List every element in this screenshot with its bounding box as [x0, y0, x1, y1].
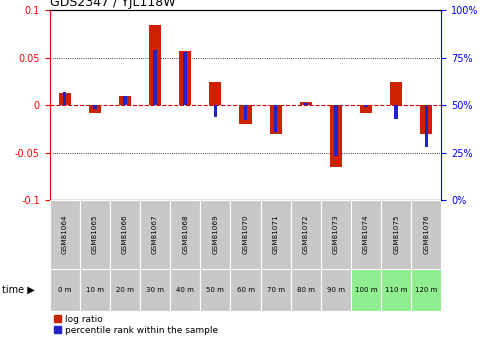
Bar	[153, 50, 157, 105]
Bar	[304, 104, 308, 105]
Bar	[334, 105, 338, 157]
Bar	[321, 200, 351, 269]
Bar	[390, 81, 402, 105]
Bar	[119, 96, 131, 105]
Text: GSM81070: GSM81070	[243, 215, 248, 254]
Bar	[330, 105, 342, 167]
Bar	[291, 269, 321, 310]
Bar	[351, 269, 381, 310]
Bar	[140, 269, 170, 310]
Text: 90 m: 90 m	[327, 287, 345, 293]
Bar	[420, 105, 433, 134]
Text: GSM81076: GSM81076	[424, 215, 430, 254]
Bar	[274, 105, 277, 132]
Bar	[231, 200, 260, 269]
Bar	[50, 200, 80, 269]
Bar	[270, 105, 282, 134]
Text: GSM81067: GSM81067	[152, 215, 158, 254]
Bar	[240, 105, 251, 124]
Bar	[360, 105, 372, 113]
Text: GSM81066: GSM81066	[122, 215, 128, 254]
Bar	[364, 105, 368, 107]
Text: 100 m: 100 m	[355, 287, 377, 293]
Bar	[260, 200, 291, 269]
Bar	[244, 105, 248, 120]
Text: GDS2347 / YJL118W: GDS2347 / YJL118W	[50, 0, 175, 9]
Bar	[50, 269, 80, 310]
Bar	[80, 200, 110, 269]
Bar	[200, 269, 231, 310]
Bar	[110, 269, 140, 310]
Text: time ▶: time ▶	[2, 285, 35, 295]
Text: GSM81065: GSM81065	[92, 215, 98, 254]
Text: 30 m: 30 m	[146, 287, 164, 293]
Bar	[425, 105, 428, 147]
Text: 10 m: 10 m	[86, 287, 104, 293]
Bar	[170, 200, 200, 269]
Bar	[179, 51, 191, 105]
Bar	[80, 269, 110, 310]
Bar	[200, 200, 231, 269]
Text: GSM81075: GSM81075	[393, 215, 399, 254]
Text: 70 m: 70 m	[267, 287, 285, 293]
Bar	[381, 269, 411, 310]
Text: 40 m: 40 m	[176, 287, 194, 293]
Bar	[140, 200, 170, 269]
Bar	[170, 269, 200, 310]
Text: GSM81071: GSM81071	[273, 215, 279, 254]
Text: 110 m: 110 m	[385, 287, 408, 293]
Text: 120 m: 120 m	[415, 287, 437, 293]
Text: 20 m: 20 m	[116, 287, 134, 293]
Bar	[291, 200, 321, 269]
Legend: log ratio, percentile rank within the sample: log ratio, percentile rank within the sa…	[54, 315, 218, 335]
Bar	[381, 200, 411, 269]
Bar	[394, 105, 398, 119]
Text: 50 m: 50 m	[206, 287, 224, 293]
Bar	[411, 200, 441, 269]
Text: 80 m: 80 m	[297, 287, 315, 293]
Text: GSM81072: GSM81072	[303, 215, 309, 254]
Bar	[184, 52, 187, 105]
Text: GSM81068: GSM81068	[182, 215, 188, 254]
Text: GSM81069: GSM81069	[212, 215, 218, 254]
Text: 60 m: 60 m	[237, 287, 254, 293]
Bar	[411, 269, 441, 310]
Bar	[321, 269, 351, 310]
Bar	[149, 24, 161, 105]
Bar	[231, 269, 260, 310]
Bar	[209, 81, 221, 105]
Text: 0 m: 0 m	[58, 287, 71, 293]
Bar	[89, 105, 101, 113]
Bar	[351, 200, 381, 269]
Bar	[63, 92, 66, 105]
Bar	[59, 93, 71, 105]
Bar	[300, 102, 312, 105]
Bar	[93, 105, 97, 109]
Text: GSM81064: GSM81064	[62, 215, 67, 254]
Bar	[110, 200, 140, 269]
Bar	[123, 96, 127, 105]
Text: GSM81073: GSM81073	[333, 215, 339, 254]
Text: GSM81074: GSM81074	[363, 215, 369, 254]
Bar	[260, 269, 291, 310]
Bar	[214, 105, 217, 117]
